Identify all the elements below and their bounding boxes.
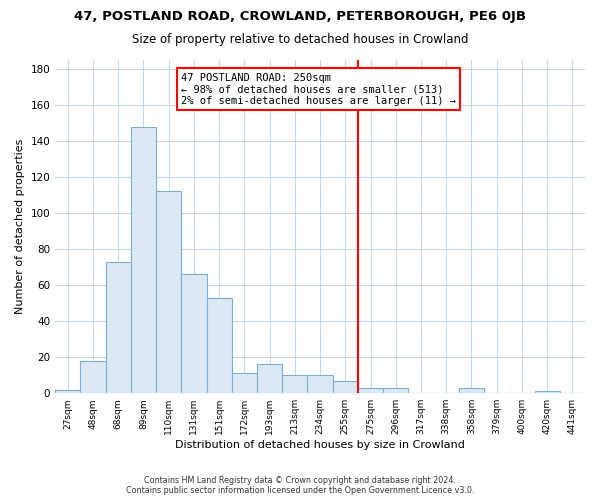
Bar (535, 392, 560, 393)
Text: Contains HM Land Registry data © Crown copyright and database right 2024.
Contai: Contains HM Land Registry data © Crown c… (126, 476, 474, 495)
Bar (206, 298, 232, 393)
Bar (257, 364, 282, 393)
Bar (131, 126, 156, 393)
Text: 47 POSTLAND ROAD: 250sqm
← 98% of detached houses are smaller (513)
2% of semi-d: 47 POSTLAND ROAD: 250sqm ← 98% of detach… (181, 72, 457, 106)
Bar (307, 375, 332, 393)
Bar (55, 390, 80, 393)
Bar (332, 380, 358, 393)
Y-axis label: Number of detached properties: Number of detached properties (15, 139, 25, 314)
Bar (282, 375, 307, 393)
Bar (106, 262, 131, 393)
Bar (459, 388, 484, 393)
Bar (383, 388, 409, 393)
Bar (232, 374, 257, 393)
X-axis label: Distribution of detached houses by size in Crowland: Distribution of detached houses by size … (175, 440, 465, 450)
Text: Size of property relative to detached houses in Crowland: Size of property relative to detached ho… (132, 32, 468, 46)
Bar (80, 361, 106, 393)
Text: 47, POSTLAND ROAD, CROWLAND, PETERBOROUGH, PE6 0JB: 47, POSTLAND ROAD, CROWLAND, PETERBOROUG… (74, 10, 526, 23)
Bar (181, 274, 206, 393)
Bar (156, 192, 181, 393)
Bar (358, 388, 383, 393)
